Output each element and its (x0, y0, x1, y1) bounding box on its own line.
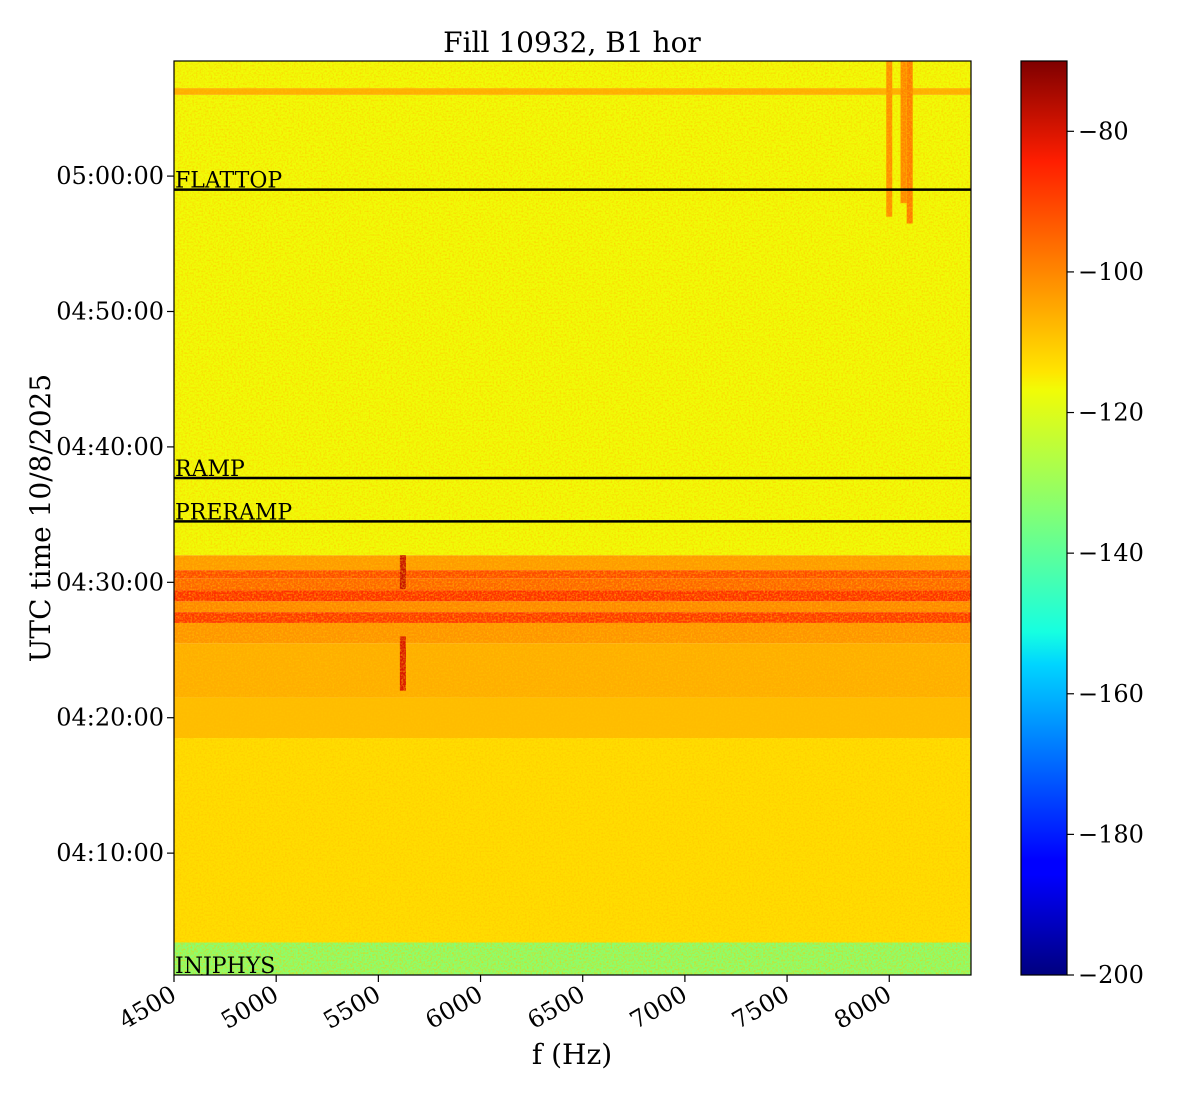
plot-frame (173, 60, 972, 976)
y-tick-label: 04:30:00 (56, 568, 164, 596)
colorbar (1020, 60, 1068, 976)
x-tick-label: 5000 (216, 980, 283, 1035)
phase-marker-label: FLATTOP (175, 169, 282, 194)
noise-texture (174, 61, 971, 975)
x-tick-label: 6500 (523, 980, 590, 1035)
y-tick-label: 05:00:00 (56, 162, 164, 190)
y-tick-label: 04:10:00 (56, 839, 164, 867)
y-axis-ticks: 04:10:00 04:20:00 04:30:00 04:40:00 04:50:00… (56, 162, 174, 867)
colorbar-tick-label: −100 (1078, 258, 1144, 286)
y-tick-label: 04:50:00 (56, 298, 164, 326)
colorbar-tick-label: −80 (1078, 117, 1129, 145)
plot-area: FLATTOP RAMP PRERAMP INJPHYS (174, 61, 971, 979)
chart-title: Fill 10932, B1 hor (443, 26, 701, 59)
y-tick-label: 04:40:00 (56, 433, 164, 461)
x-tick-label: 7000 (625, 980, 692, 1035)
phase-marker-label: INJPHYS (175, 954, 275, 979)
phase-markers: FLATTOP RAMP PRERAMP INJPHYS (174, 169, 971, 979)
colorbar-tick-label: −200 (1078, 961, 1144, 989)
y-axis-label: UTC time 10/8/2025 (24, 374, 57, 662)
y-tick-label: 04:20:00 (56, 704, 164, 732)
x-tick-label: 4500 (114, 980, 181, 1035)
colorbar-tick-label: −160 (1078, 680, 1144, 708)
colorbar-tick-label: −120 (1078, 399, 1144, 427)
colorbar-tick-label: −180 (1078, 820, 1144, 848)
x-tick-label: 7500 (727, 980, 794, 1035)
colorbar-tick-label: −140 (1078, 539, 1144, 567)
x-axis-ticks: 4500 5000 5500 6000 6500 7000 7500 8000 (114, 975, 896, 1035)
x-tick-label: 5500 (318, 980, 385, 1035)
x-tick-label: 6000 (421, 980, 488, 1035)
x-tick-label: 8000 (829, 980, 896, 1035)
phase-marker-label: RAMP (175, 457, 245, 482)
colorbar-ticks: −80 −100 −120 −140 −160 −180 −200 (1067, 117, 1144, 989)
phase-marker-label: PRERAMP (175, 500, 292, 525)
x-axis-label: f (Hz) (532, 1038, 612, 1071)
